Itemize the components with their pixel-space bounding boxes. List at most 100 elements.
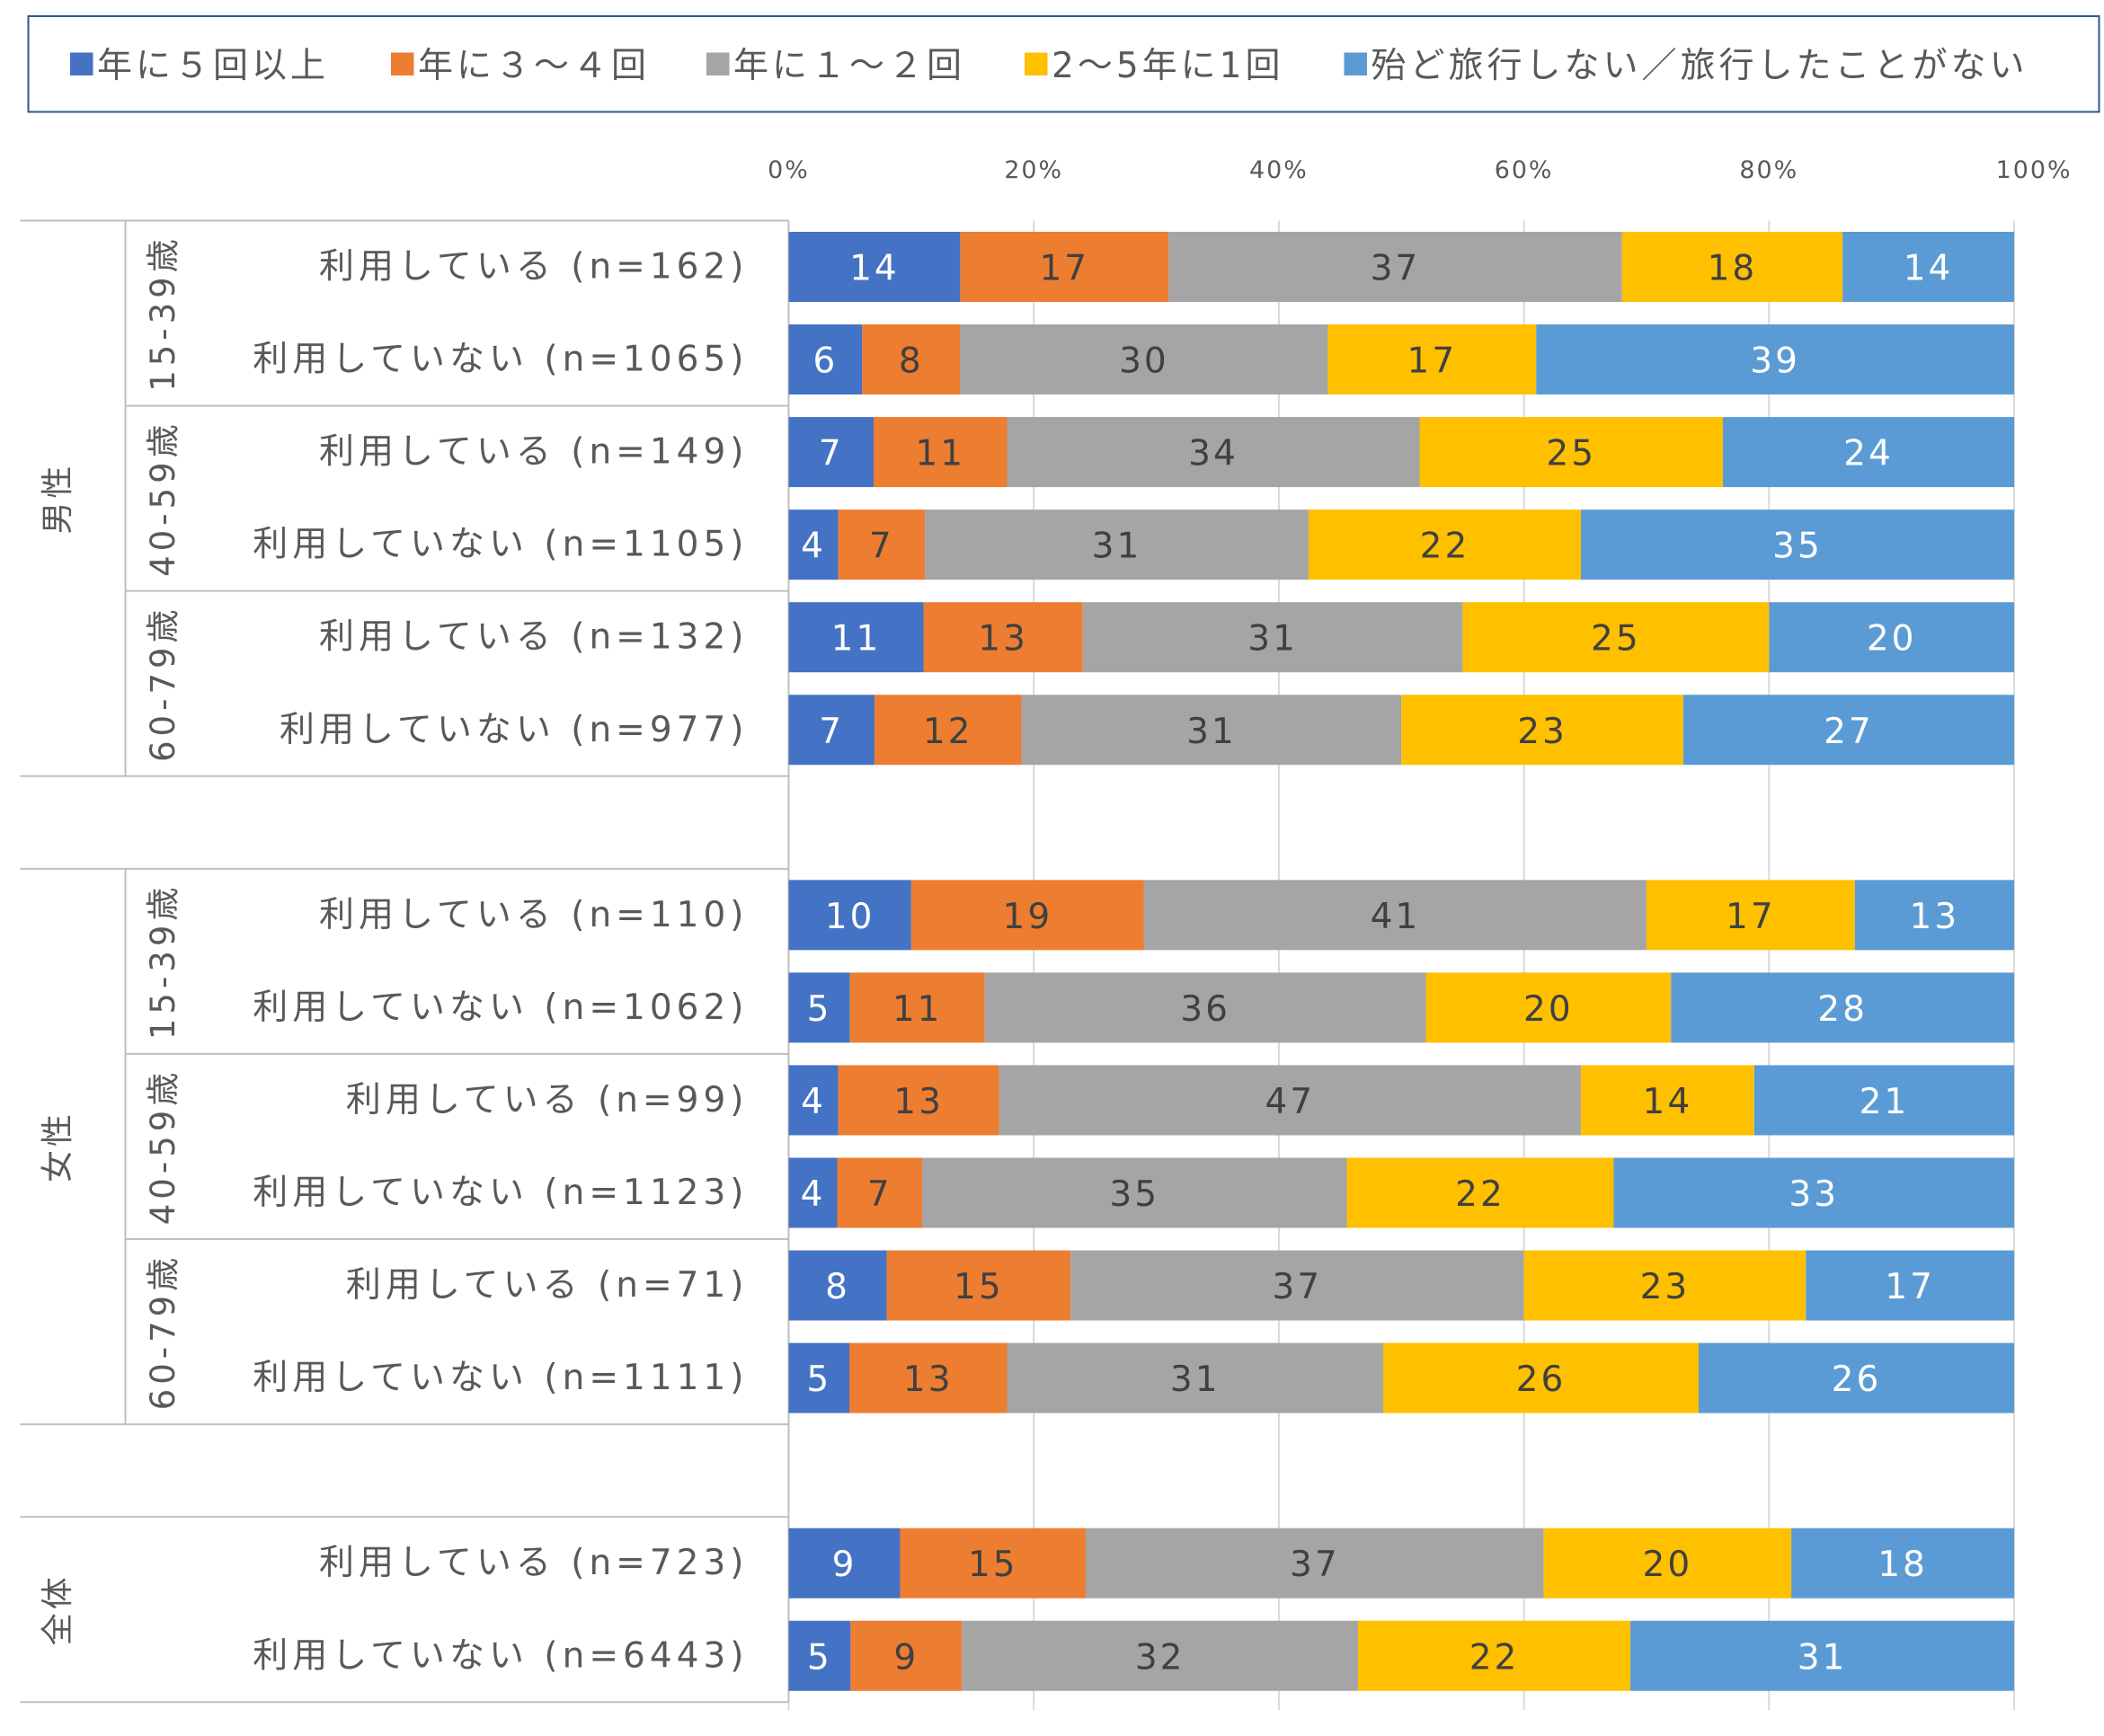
legend-label: 年に５回以上 xyxy=(97,46,329,86)
x-tick-label: 40% xyxy=(1249,156,1309,184)
data-label: 13 xyxy=(1910,897,1960,937)
legend-swatch xyxy=(1344,52,1367,75)
bar-segment xyxy=(788,509,839,580)
data-label: 20 xyxy=(1643,1545,1693,1585)
legend-swatch xyxy=(706,52,730,75)
x-tick-label: 100% xyxy=(1996,156,2073,184)
data-label: 7 xyxy=(819,434,844,474)
row-label: 利用していない (n=1123) xyxy=(253,1173,748,1213)
row-label: 利用していない (n=977) xyxy=(280,710,749,750)
bar-segment xyxy=(1543,1528,1792,1599)
data-label: 22 xyxy=(1469,1637,1520,1678)
bar-segment xyxy=(874,417,1008,488)
x-tick-label: 80% xyxy=(1739,156,1798,184)
data-label: 21 xyxy=(1860,1082,1910,1122)
data-label: 31 xyxy=(1092,527,1142,567)
legend-label: 年に３～４回 xyxy=(418,46,650,86)
data-label: 17 xyxy=(1726,897,1776,937)
legend-label: 殆ど旅行しない／旅行したことがない xyxy=(1372,46,2029,86)
data-label: 23 xyxy=(1517,712,1567,752)
row-label: 利用していない (n=1111) xyxy=(253,1358,748,1398)
legend-box xyxy=(27,15,2100,113)
bar-segment xyxy=(874,695,1022,766)
data-label: 4 xyxy=(801,1082,826,1122)
bar-segment xyxy=(1070,1250,1524,1321)
data-label: 26 xyxy=(1516,1360,1567,1400)
data-label: 28 xyxy=(1817,989,1868,1030)
data-label: 37 xyxy=(1371,249,1421,289)
bar-segment xyxy=(1536,324,2014,395)
bar-segment xyxy=(925,509,1309,580)
bar-segment xyxy=(922,1157,1347,1228)
bar-segment xyxy=(788,324,863,395)
bar-segment xyxy=(1082,602,1463,673)
row-label: 利用している (n=132) xyxy=(319,617,749,658)
legend-swatch xyxy=(391,52,414,75)
row-label: 利用している (n=110) xyxy=(319,895,749,935)
row-label: 利用している (n=99) xyxy=(346,1080,749,1120)
data-label: 7 xyxy=(819,712,844,752)
data-label: 30 xyxy=(1119,341,1169,382)
data-label: 6 xyxy=(812,341,838,382)
bar-segment xyxy=(1143,880,1647,951)
data-label: 25 xyxy=(1546,434,1596,474)
bar-segment xyxy=(1682,695,2014,766)
bar-segment xyxy=(1007,417,1420,488)
bar-segment xyxy=(1621,232,1843,302)
data-label: 13 xyxy=(893,1082,944,1122)
data-label: 7 xyxy=(869,527,894,567)
data-label: 4 xyxy=(801,1174,826,1215)
bar-segment xyxy=(962,1620,1359,1691)
data-label: 41 xyxy=(1371,897,1421,937)
data-label: 7 xyxy=(867,1174,892,1215)
data-label: 14 xyxy=(1643,1082,1693,1122)
bar-segment xyxy=(1580,509,2014,580)
bar-segment xyxy=(1723,417,2014,488)
data-label: 35 xyxy=(1109,1174,1159,1215)
data-label: 19 xyxy=(1003,897,1053,937)
age-label: 60-79歳 xyxy=(144,605,182,762)
bar-segment xyxy=(850,1620,963,1691)
bar-segment xyxy=(838,509,925,580)
age-label: 15-39歳 xyxy=(144,235,182,392)
bar-segment xyxy=(849,972,985,1043)
data-label: 31 xyxy=(1247,619,1298,660)
data-label: 8 xyxy=(825,1267,850,1307)
bar-segment xyxy=(788,695,874,766)
bar-segment xyxy=(1806,1250,2014,1321)
data-label: 32 xyxy=(1135,1637,1185,1678)
bar-segment xyxy=(1383,1342,1699,1413)
bar-segment xyxy=(788,880,911,951)
bar-segment xyxy=(788,602,924,673)
data-label: 37 xyxy=(1290,1545,1340,1585)
bar-segment xyxy=(999,1065,1581,1136)
bar-segment xyxy=(788,417,874,488)
data-label: 17 xyxy=(1885,1267,1935,1307)
row-label: 利用している (n=71) xyxy=(346,1265,749,1306)
data-label: 31 xyxy=(1170,1360,1221,1400)
x-tick-label: 60% xyxy=(1495,156,1554,184)
data-label: 15 xyxy=(968,1545,1018,1585)
data-label: 34 xyxy=(1188,434,1238,474)
data-label: 26 xyxy=(1832,1360,1882,1400)
age-label: 40-59歳 xyxy=(144,420,182,577)
bar-segment xyxy=(849,1342,1008,1413)
gender-label: 男性 xyxy=(40,463,76,535)
data-label: 31 xyxy=(1798,1637,1848,1678)
row-label: 利用している (n=723) xyxy=(319,1543,749,1583)
bar-segment xyxy=(788,1342,849,1413)
data-label: 9 xyxy=(832,1545,857,1585)
x-tick-label: 0% xyxy=(768,156,810,184)
bar-segment xyxy=(1580,1065,1754,1136)
bar-segment xyxy=(886,1250,1071,1321)
row-label: 利用していない (n=6443) xyxy=(253,1635,748,1676)
data-label: 9 xyxy=(893,1637,919,1678)
row-label: 利用していない (n=1105) xyxy=(253,525,748,565)
data-label: 22 xyxy=(1420,527,1470,567)
bar-segment xyxy=(1646,880,1855,951)
data-label: 31 xyxy=(1186,712,1237,752)
data-label: 36 xyxy=(1180,989,1230,1030)
bar-segment xyxy=(788,232,961,302)
